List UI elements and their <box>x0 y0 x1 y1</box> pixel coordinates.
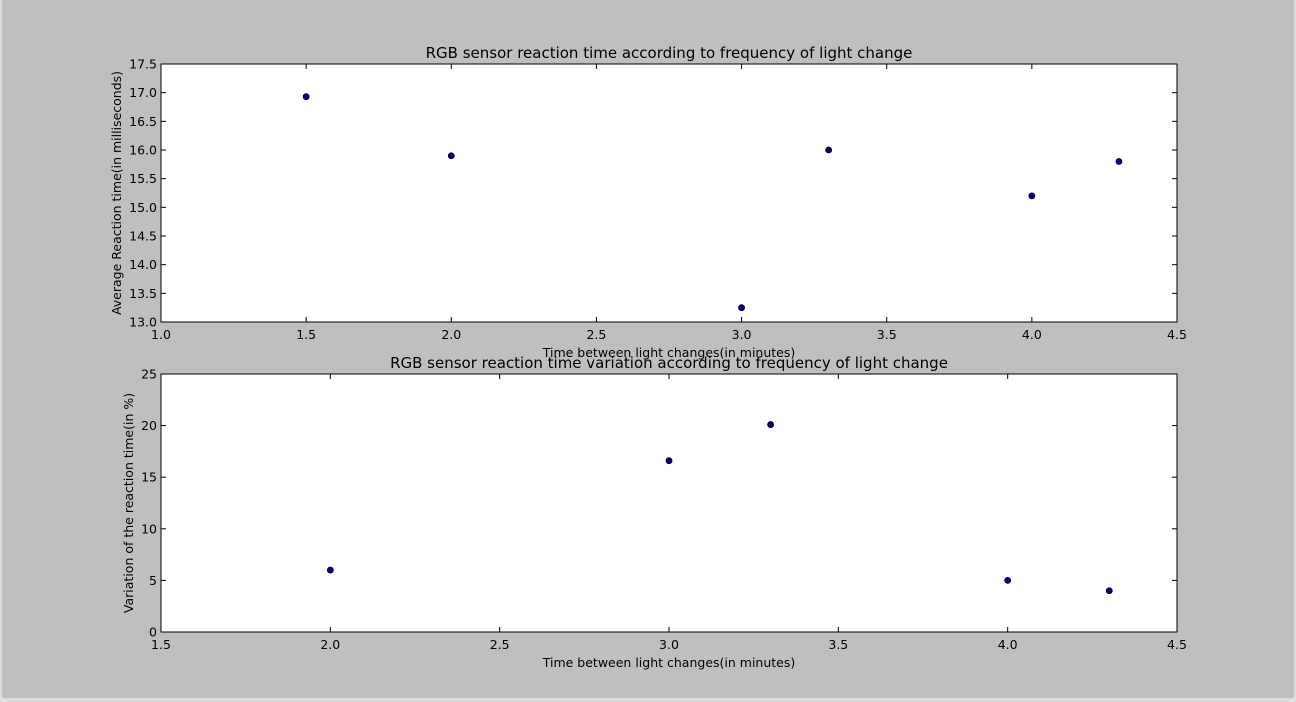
data-point <box>825 146 833 154</box>
data-point <box>326 566 334 574</box>
data-point <box>302 93 310 101</box>
x-tick-label: 3.5 <box>828 637 848 652</box>
x-tick-label: 4.0 <box>998 637 1018 652</box>
y-tick-label: 15.0 <box>129 200 157 215</box>
x-tick-label: 1.0 <box>151 327 171 342</box>
y-axis-label: Average Reaction time(in milliseconds) <box>109 71 124 315</box>
x-tick-label: 4.5 <box>1167 637 1187 652</box>
plot-area <box>160 373 1178 633</box>
data-point <box>665 457 673 465</box>
y-tick-label: 10 <box>141 521 157 536</box>
y-tick-label: 5 <box>149 573 157 588</box>
y-tick-label: 17.0 <box>129 85 157 100</box>
y-tick-label: 20 <box>141 418 157 433</box>
y-tick-label: 0 <box>149 625 157 640</box>
x-tick-label: 2.5 <box>586 327 606 342</box>
x-tick-label: 1.5 <box>296 327 316 342</box>
x-tick-label: 2.0 <box>441 327 461 342</box>
plot-area <box>160 63 1178 323</box>
y-tick-label: 25 <box>141 367 157 382</box>
chart-title: RGB sensor reaction time variation accor… <box>390 354 948 372</box>
x-tick-label: 4.0 <box>1022 327 1042 342</box>
x-tick-label: 4.5 <box>1167 327 1187 342</box>
y-tick-label: 13.5 <box>129 286 157 301</box>
x-tick-label: 2.0 <box>320 637 340 652</box>
subplot-2: 1.5 2.0 2.5 3.0 3.5 4.0 4.5 0 5 10 15 20 25 RGB senso… <box>121 354 1187 670</box>
y-tick-label: 16.0 <box>129 143 157 158</box>
y-tick-label: 15.5 <box>129 171 157 186</box>
x-axis-label: Time between light changes(in minutes) <box>542 345 796 360</box>
data-point <box>1115 158 1123 165</box>
y-tick-label: 14.5 <box>129 229 157 244</box>
y-tick-label: 15 <box>141 470 157 485</box>
subplot-1: 1.0 1.5 2.0 2.5 3.0 3.5 4.0 4.5 13.0 13.5 14.0 14.5… <box>109 44 1187 360</box>
y-axis-label: Variation of the reaction time(in %) <box>121 393 136 613</box>
x-tick-label: 3.5 <box>877 327 897 342</box>
y-tick-label: 16.5 <box>129 114 157 129</box>
data-point <box>447 152 455 160</box>
y-tick-label: 13.0 <box>129 315 157 330</box>
data-point <box>767 421 774 428</box>
data-point <box>738 304 745 312</box>
x-tick-label: 1.5 <box>151 637 171 652</box>
data-point <box>1004 577 1012 584</box>
data-point <box>1105 587 1113 595</box>
x-tick-label: 3.0 <box>659 637 679 652</box>
x-axis-label: Time between light changes(in minutes) <box>542 655 796 670</box>
data-point <box>1028 192 1036 200</box>
x-tick-label: 2.5 <box>490 637 510 652</box>
x-tick-label: 3.0 <box>732 327 752 342</box>
y-tick-label: 17.5 <box>129 57 157 72</box>
y-tick-label: 14.0 <box>129 257 157 272</box>
chart-title: RGB sensor reaction time according to fr… <box>426 44 913 62</box>
